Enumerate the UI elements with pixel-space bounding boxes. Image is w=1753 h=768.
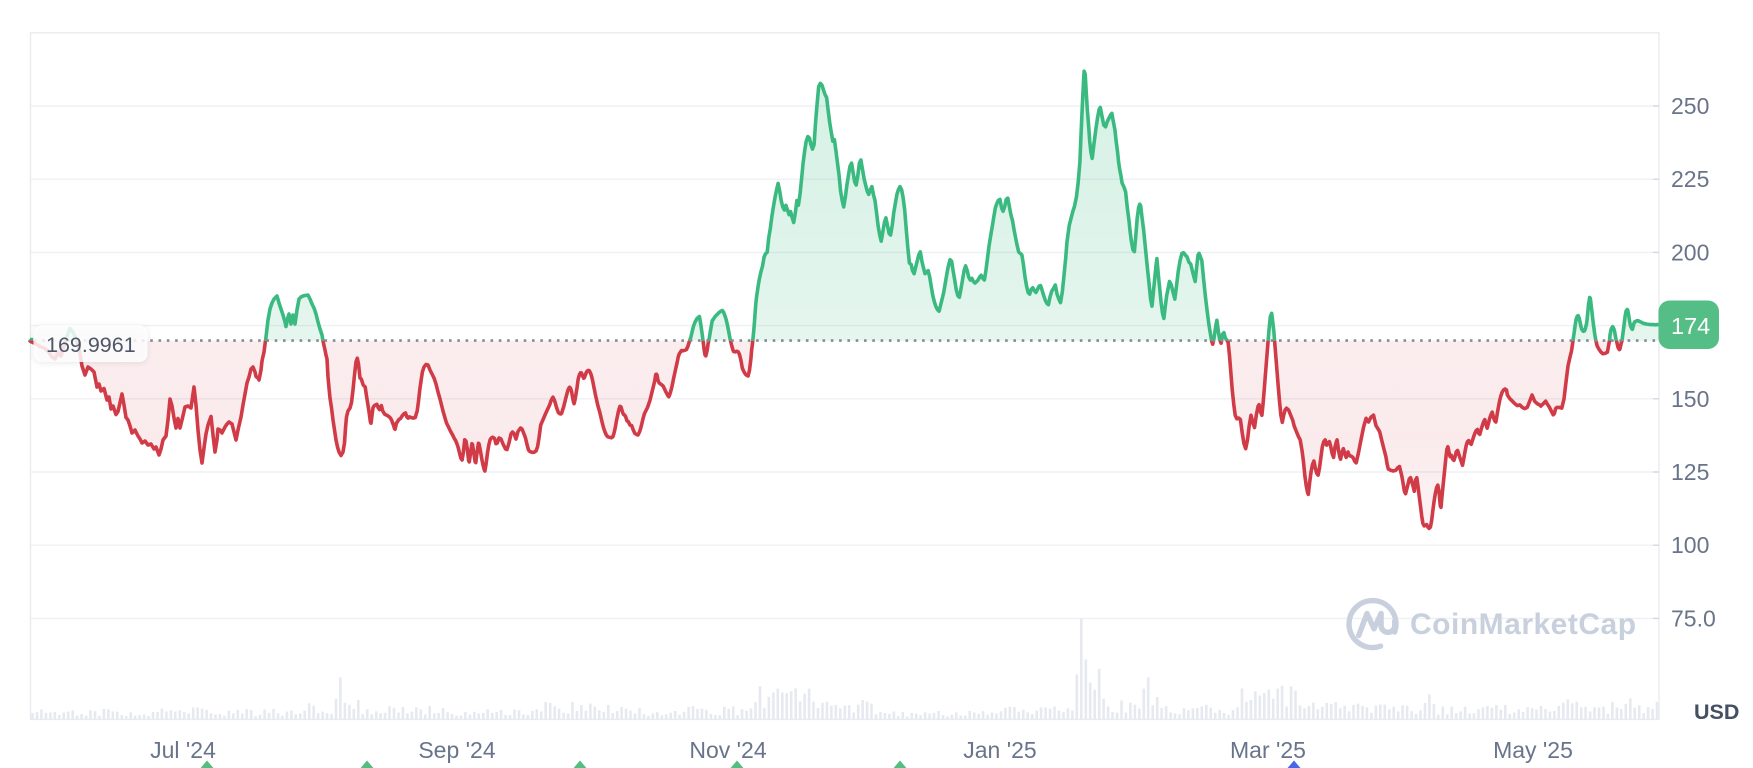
svg-text:200: 200 — [1671, 239, 1709, 265]
svg-text:May '25: May '25 — [1493, 737, 1573, 763]
svg-text:CoinMarketCap: CoinMarketCap — [1410, 608, 1637, 641]
svg-text:Sep '24: Sep '24 — [418, 737, 495, 763]
svg-text:USD: USD — [1694, 700, 1739, 724]
svg-text:125: 125 — [1671, 459, 1709, 485]
svg-text:Nov '24: Nov '24 — [689, 737, 766, 763]
svg-text:Jan '25: Jan '25 — [963, 737, 1036, 763]
svg-text:Jul '24: Jul '24 — [150, 737, 216, 763]
svg-text:100: 100 — [1671, 532, 1709, 558]
svg-text:250: 250 — [1671, 93, 1709, 119]
svg-text:169.9961: 169.9961 — [46, 333, 136, 357]
svg-text:150: 150 — [1671, 386, 1709, 412]
svg-text:Mar '25: Mar '25 — [1230, 737, 1306, 763]
svg-text:75.0: 75.0 — [1671, 605, 1716, 631]
svg-text:174: 174 — [1671, 313, 1710, 339]
svg-text:225: 225 — [1671, 166, 1709, 192]
